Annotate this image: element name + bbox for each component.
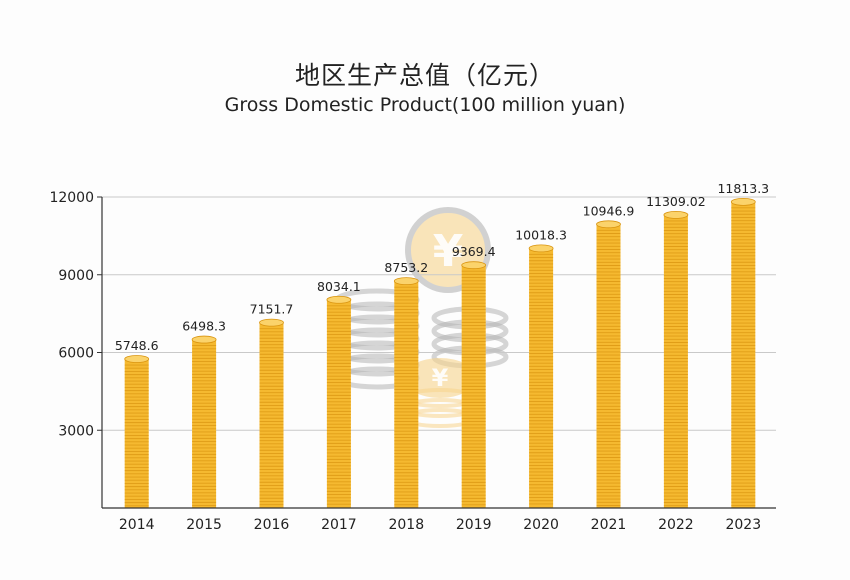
coin-top	[730, 197, 756, 206]
yuan-symbol: ¥	[433, 226, 464, 277]
x-tick-label: 2021	[591, 517, 627, 533]
labels-group: 3000 6000 9000 12000 5748.6 2014 6498.3 2015 715…	[49, 181, 769, 533]
x-tick-label: 2017	[321, 517, 357, 533]
value-label: 10018.3	[515, 227, 567, 242]
coin-top	[461, 261, 487, 270]
x-tick-label: 2018	[388, 517, 424, 533]
value-label: 10946.9	[583, 203, 635, 218]
coin-top	[124, 355, 150, 363]
bar-2021	[596, 220, 621, 508]
x-tick-label: 2015	[186, 517, 222, 533]
bar-2014	[124, 355, 150, 508]
bar	[394, 281, 419, 508]
bar-2020	[528, 244, 554, 508]
bars-group	[124, 197, 756, 509]
x-tick-label: 2019	[456, 517, 492, 533]
x-tick-label: 2023	[725, 517, 761, 533]
bar-2018	[393, 277, 419, 508]
bar-2016	[259, 318, 284, 508]
y-tick-label: 6000	[58, 346, 94, 362]
bar-2015	[191, 335, 217, 508]
value-label: 5748.6	[115, 338, 159, 353]
y-tick-label: 12000	[49, 190, 94, 206]
axes-group	[101, 197, 776, 509]
yuan-symbol-small: ¥	[432, 364, 449, 392]
chart-title: 地区生产总值（亿元）	[294, 61, 555, 90]
coin-top	[326, 295, 352, 304]
coin-top	[191, 335, 217, 344]
value-label: 6498.3	[182, 319, 226, 334]
bar-2019	[461, 261, 487, 508]
value-label: 8034.1	[317, 279, 361, 294]
value-label: 11813.3	[717, 181, 769, 196]
chart-subtitle: Gross Domestic Product(100 million yuan)	[224, 94, 626, 116]
bar-2023	[730, 197, 756, 509]
bar	[529, 248, 554, 508]
x-tick-label: 2016	[254, 517, 290, 533]
coin-top	[596, 220, 621, 229]
value-label: 7151.7	[250, 302, 294, 317]
bar	[596, 224, 621, 508]
coin-top	[393, 277, 419, 286]
y-tick-label: 3000	[58, 423, 94, 439]
x-tick-label: 2014	[119, 517, 155, 533]
value-label: 8753.2	[384, 260, 428, 275]
watermark-gold-coin	[404, 358, 476, 398]
value-label: 11309.02	[646, 194, 706, 209]
coin-top	[259, 318, 284, 327]
coin-top	[528, 244, 554, 253]
coin-top	[663, 211, 689, 219]
bar-2022	[663, 211, 689, 508]
x-tick-label: 2022	[658, 517, 694, 533]
value-label: 9369.4	[452, 244, 496, 259]
y-tick-label: 9000	[58, 268, 94, 284]
x-tick-label: 2020	[523, 517, 559, 533]
bar-2017	[326, 295, 352, 508]
